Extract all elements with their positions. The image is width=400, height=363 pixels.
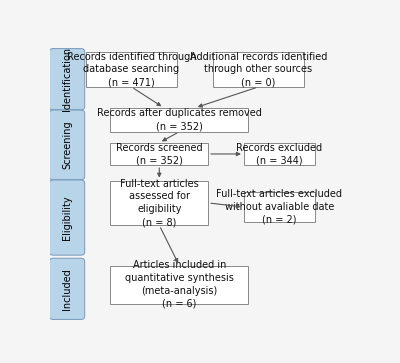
- FancyBboxPatch shape: [49, 258, 85, 319]
- Text: Articles included in
quantitative synthesis
(meta-analysis)
(n = 6): Articles included in quantitative synthe…: [125, 260, 234, 309]
- FancyBboxPatch shape: [86, 52, 177, 87]
- FancyBboxPatch shape: [49, 180, 85, 255]
- Text: Records screened
(n = 352): Records screened (n = 352): [116, 143, 202, 166]
- Text: Full-text articles
assessed for
eligibility
(n = 8): Full-text articles assessed for eligibil…: [120, 179, 199, 227]
- FancyBboxPatch shape: [110, 266, 248, 303]
- Text: Additional records identified
through other sources
(n = 0): Additional records identified through ot…: [190, 52, 327, 87]
- Text: Eligibility: Eligibility: [62, 195, 72, 240]
- FancyBboxPatch shape: [244, 143, 315, 165]
- FancyBboxPatch shape: [213, 52, 304, 87]
- Text: Records identified through
database searching
(n = 471): Records identified through database sear…: [67, 52, 196, 87]
- Text: Records excluded
(n = 344): Records excluded (n = 344): [236, 143, 322, 166]
- FancyBboxPatch shape: [49, 49, 85, 110]
- Text: Included: Included: [62, 268, 72, 310]
- FancyBboxPatch shape: [110, 180, 208, 225]
- FancyBboxPatch shape: [244, 192, 315, 223]
- FancyBboxPatch shape: [49, 110, 85, 180]
- Text: Full-text articles excluded
without avaliable date
(n = 2): Full-text articles excluded without aval…: [216, 189, 342, 225]
- FancyBboxPatch shape: [110, 143, 208, 165]
- Text: Records after duplicates removed
(n = 352): Records after duplicates removed (n = 35…: [97, 108, 262, 131]
- FancyBboxPatch shape: [110, 108, 248, 132]
- Text: Identification: Identification: [62, 47, 72, 111]
- Text: Screening: Screening: [62, 121, 72, 169]
